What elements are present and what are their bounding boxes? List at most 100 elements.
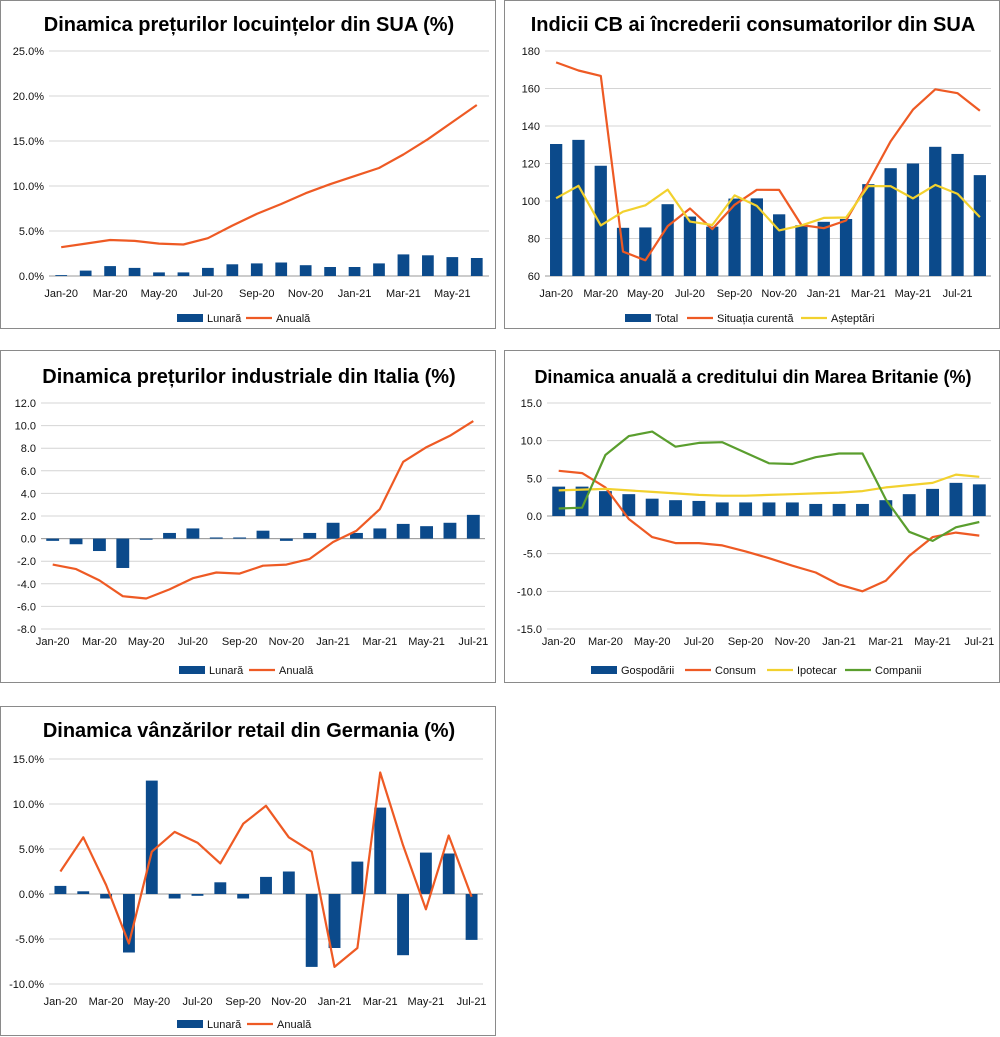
bar-lunara: [77, 891, 90, 894]
y-tick-label: 8.0: [21, 443, 36, 455]
chart-panel-germany-retail: Dinamica vânzărilor retail din Germania …: [0, 706, 496, 1036]
bar-lunara: [250, 263, 263, 276]
bar-total: [817, 221, 830, 276]
y-tick-label: 0.0%: [19, 271, 44, 283]
bar-gospodarii: [739, 502, 753, 516]
x-tick-label: May-20: [634, 636, 671, 648]
bar-lunara: [214, 882, 227, 894]
y-tick-label: 15.0%: [13, 136, 44, 148]
bar-total: [839, 219, 853, 276]
bar-gospodarii: [598, 491, 612, 516]
bar-gospodarii: [715, 502, 729, 516]
x-tick-label: Jul-20: [193, 288, 223, 300]
bar-total: [661, 204, 674, 276]
chart-germany-retail: Dinamica vânzărilor retail din Germania …: [9, 720, 487, 1031]
bar-lunara: [163, 532, 176, 539]
bar-lunara: [168, 894, 181, 899]
bar-lunara: [116, 538, 130, 568]
x-tick-label: Jan-20: [542, 636, 576, 648]
line-anuala: [52, 420, 474, 600]
x-tick-label: May-20: [141, 288, 178, 300]
y-tick-label: 120: [522, 159, 540, 171]
y-tick-label: -5.0: [523, 549, 542, 561]
legend-label-ipotecar: Ipotecar: [797, 665, 837, 677]
x-tick-label: Mar-21: [363, 996, 398, 1008]
legend-label-total: Total: [655, 313, 678, 325]
chart-italy-industrial-prices: Dinamica prețurilor industriale din Ital…: [15, 366, 489, 677]
bar-lunara: [279, 538, 293, 541]
bar-total: [550, 144, 563, 276]
legend-label-lunara: Lunară: [207, 1019, 242, 1031]
bar-gospodarii: [809, 503, 823, 516]
x-tick-label: Jan-20: [44, 288, 78, 300]
bar-lunara: [69, 538, 83, 545]
y-tick-label: 10.0%: [13, 799, 44, 811]
bar-lunara: [55, 275, 68, 276]
y-tick-label: 100: [522, 196, 540, 208]
bar-lunara: [442, 853, 455, 894]
bar-lunara: [324, 267, 336, 276]
y-tick-label: 60: [528, 271, 540, 283]
bar-gospodarii: [785, 502, 799, 516]
x-tick-label: May-20: [627, 288, 664, 300]
bar-lunara: [303, 532, 317, 539]
line-anuala: [61, 104, 478, 249]
y-tick-label: 10.0: [521, 436, 542, 448]
x-tick-label: May-21: [408, 636, 445, 648]
x-tick-label: May-21: [914, 636, 951, 648]
x-tick-label: May-20: [133, 996, 170, 1008]
bar-gospodarii: [902, 494, 916, 516]
bar-lunara: [420, 526, 434, 539]
legend-label-anuala: Anuală: [279, 665, 314, 677]
x-tick-label: Jul-21: [457, 996, 487, 1008]
x-tick-label: Sep-20: [728, 636, 763, 648]
bar-lunara: [46, 538, 60, 541]
legend-label-gospodarii: Gospodării: [621, 665, 674, 677]
y-tick-label: 25.0%: [13, 46, 44, 58]
chart-title: Dinamica anuală a creditului din Marea B…: [534, 367, 971, 387]
y-tick-label: -4.0: [17, 579, 36, 591]
bar-lunara: [446, 257, 459, 276]
bar-lunara: [326, 522, 340, 539]
x-tick-label: Mar-21: [386, 288, 421, 300]
bar-lunara: [153, 272, 165, 276]
bar-lunara: [128, 267, 141, 276]
legend-label-situatia-curenta: Situația curentă: [717, 313, 794, 325]
legend-swatch-gospodarii: [591, 666, 617, 674]
x-tick-label: Jan-20: [539, 288, 573, 300]
bar-total: [773, 214, 786, 276]
chart-panel-uk-credit: Dinamica anuală a creditului din Marea B…: [504, 350, 1000, 683]
y-tick-label: -10.0: [517, 586, 542, 598]
x-tick-label: Jan-20: [36, 636, 70, 648]
chart-us-house-prices: Dinamica prețurilor locuințelor din SUA …: [13, 14, 489, 325]
y-tick-label: 0.0%: [19, 889, 44, 901]
legend-swatch-total: [625, 314, 651, 322]
chart-title: Indicii CB ai încrederii consumatorilor …: [531, 14, 976, 36]
y-tick-label: 160: [522, 84, 540, 96]
bar-total: [951, 153, 964, 276]
x-tick-label: Sep-20: [222, 636, 257, 648]
bar-lunara: [104, 266, 116, 276]
x-tick-label: Mar-20: [82, 636, 117, 648]
bar-lunara: [256, 530, 270, 539]
legend-label-lunara: Lunară: [207, 313, 242, 325]
bar-total: [973, 175, 986, 276]
bar-lunara: [92, 538, 106, 552]
x-tick-label: Jan-21: [318, 996, 352, 1008]
bar-lunara: [419, 852, 432, 894]
bar-total: [750, 198, 763, 276]
legend-swatch-lunara: [177, 1020, 203, 1028]
bar-total: [884, 168, 897, 276]
y-tick-label: 5.0%: [19, 226, 44, 238]
x-tick-label: Jul-20: [675, 288, 705, 300]
x-tick-label: Jul-20: [684, 636, 714, 648]
x-tick-label: May-21: [408, 996, 445, 1008]
bar-lunara: [79, 270, 92, 276]
y-tick-label: -6.0: [17, 601, 36, 613]
line-asteptari: [555, 183, 981, 232]
chart-uk-credit: Dinamica anuală a creditului din Marea B…: [517, 367, 994, 677]
y-tick-label: -8.0: [17, 624, 36, 636]
x-tick-label: Sep-20: [717, 288, 752, 300]
bar-gospodarii: [832, 503, 846, 516]
y-tick-label: 5.0: [527, 473, 542, 485]
